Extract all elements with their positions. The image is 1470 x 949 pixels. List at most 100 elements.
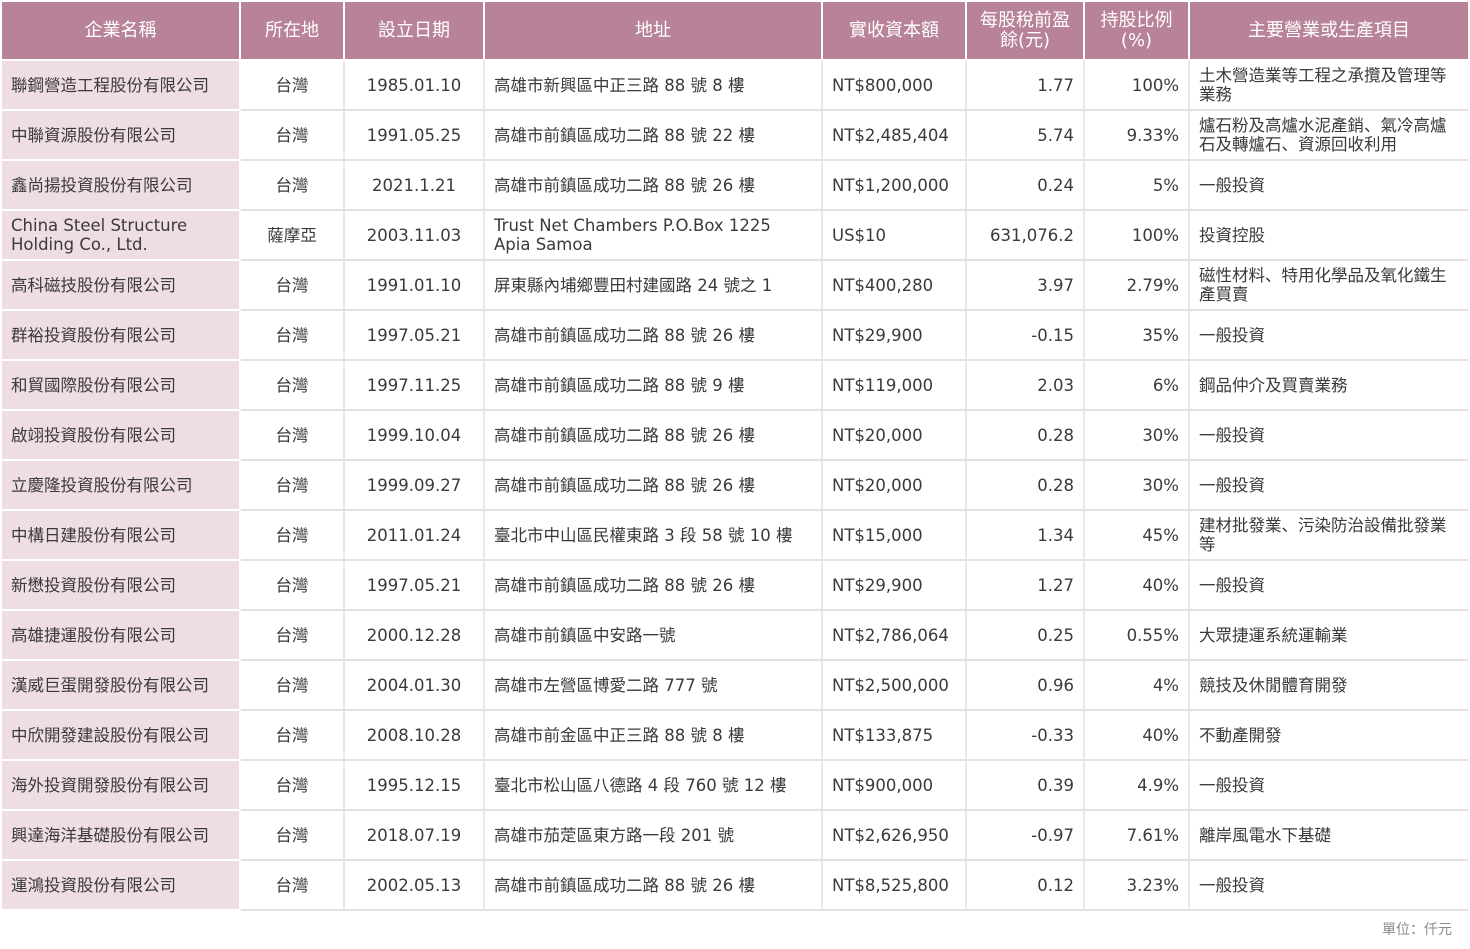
table-row: 立慶隆投資股份有限公司 台灣 1999.09.27 高雄市前鎮區成功二路 88 號 2…	[2, 460, 1468, 511]
business-cell: 爐石粉及高爐水泥產銷、氣冷高爐石及轉爐石、資源回收利用	[1189, 110, 1468, 161]
header-eps: 每股稅前盈餘(元)	[966, 2, 1085, 61]
established-date-cell: 1991.01.10	[344, 260, 485, 311]
eps-cell: 1.77	[966, 60, 1085, 111]
header-location: 所在地	[240, 2, 345, 61]
business-cell: 投資控股	[1189, 210, 1468, 261]
company-name-cell: 新懋投資股份有限公司	[2, 560, 241, 611]
paid-in-capital-cell: US$10	[822, 210, 967, 261]
header-share: 持股比例(%)	[1084, 2, 1190, 61]
established-date-cell: 2011.01.24	[344, 510, 485, 561]
company-name-cell: 運鴻投資股份有限公司	[2, 860, 241, 911]
table-row: 高雄捷運股份有限公司 台灣 2000.12.28 高雄市前鎮區中安路一號 NT$2,78…	[2, 610, 1468, 661]
paid-in-capital-cell: NT$2,485,404	[822, 110, 967, 161]
header-name: 企業名稱	[2, 2, 241, 61]
paid-in-capital-cell: NT$2,626,950	[822, 810, 967, 861]
shareholding-cell: 45%	[1084, 510, 1190, 561]
location-cell: 台灣	[240, 410, 345, 461]
location-cell: 台灣	[240, 710, 345, 761]
location-cell: 薩摩亞	[240, 210, 345, 261]
table-row: 高科磁技股份有限公司 台灣 1991.01.10 屏東縣內埔鄉豐田村建國路 24 號之…	[2, 260, 1468, 311]
table-row: 聯鋼營造工程股份有限公司 台灣 1985.01.10 高雄市新興區中正三路 88 號 …	[2, 60, 1468, 111]
paid-in-capital-cell: NT$1,200,000	[822, 160, 967, 211]
business-cell: 土木營造業等工程之承攬及管理等業務	[1189, 60, 1468, 111]
location-cell: 台灣	[240, 560, 345, 611]
location-cell: 台灣	[240, 510, 345, 561]
eps-cell: 0.28	[966, 410, 1085, 461]
business-cell: 建材批發業、污染防治設備批發業等	[1189, 510, 1468, 561]
company-name-cell: 中聯資源股份有限公司	[2, 110, 241, 161]
established-date-cell: 2000.12.28	[344, 610, 485, 661]
business-cell: 鋼品仲介及買賣業務	[1189, 360, 1468, 411]
address-cell: 高雄市前鎮區中安路一號	[484, 610, 823, 661]
established-date-cell: 2008.10.28	[344, 710, 485, 761]
shareholding-cell: 4%	[1084, 660, 1190, 711]
established-date-cell: 1995.12.15	[344, 760, 485, 811]
address-cell: 高雄市前金區中正三路 88 號 8 樓	[484, 710, 823, 761]
shareholding-cell: 40%	[1084, 560, 1190, 611]
shareholding-cell: 0.55%	[1084, 610, 1190, 661]
company-name-cell: 中構日建股份有限公司	[2, 510, 241, 561]
established-date-cell: 2003.11.03	[344, 210, 485, 261]
business-cell: 一般投資	[1189, 860, 1468, 911]
eps-cell: 0.28	[966, 460, 1085, 511]
shareholding-cell: 100%	[1084, 210, 1190, 261]
established-date-cell: 1997.05.21	[344, 310, 485, 361]
established-date-cell: 1991.05.25	[344, 110, 485, 161]
business-cell: 一般投資	[1189, 560, 1468, 611]
business-cell: 一般投資	[1189, 760, 1468, 811]
address-cell: 高雄市前鎮區成功二路 88 號 26 樓	[484, 460, 823, 511]
shareholding-cell: 30%	[1084, 460, 1190, 511]
address-cell: 臺北市中山區民權東路 3 段 58 號 10 樓	[484, 510, 823, 561]
paid-in-capital-cell: NT$8,525,800	[822, 860, 967, 911]
company-name-cell: 高雄捷運股份有限公司	[2, 610, 241, 661]
paid-in-capital-cell: NT$900,000	[822, 760, 967, 811]
location-cell: 台灣	[240, 310, 345, 361]
address-cell: 高雄市新興區中正三路 88 號 8 樓	[484, 60, 823, 111]
address-cell: 高雄市前鎮區成功二路 88 號 26 樓	[484, 160, 823, 211]
business-cell: 一般投資	[1189, 410, 1468, 461]
location-cell: 台灣	[240, 810, 345, 861]
table-row: 和貿國際股份有限公司 台灣 1997.11.25 高雄市前鎮區成功二路 88 號 9 …	[2, 360, 1468, 411]
company-name-cell: 高科磁技股份有限公司	[2, 260, 241, 311]
shareholding-cell: 6%	[1084, 360, 1190, 411]
location-cell: 台灣	[240, 660, 345, 711]
eps-cell: -0.97	[966, 810, 1085, 861]
company-name-cell: 啟翊投資股份有限公司	[2, 410, 241, 461]
eps-cell: 0.39	[966, 760, 1085, 811]
location-cell: 台灣	[240, 610, 345, 661]
eps-cell: 2.03	[966, 360, 1085, 411]
address-cell: Trust Net Chambers P.O.Box 1225 Apia Sam…	[484, 210, 823, 261]
company-name-cell: 中欣開發建設股份有限公司	[2, 710, 241, 761]
company-name-cell: 立慶隆投資股份有限公司	[2, 460, 241, 511]
business-cell: 大眾捷運系統運輸業	[1189, 610, 1468, 661]
table-row: 新懋投資股份有限公司 台灣 1997.05.21 高雄市前鎮區成功二路 88 號 26…	[2, 560, 1468, 611]
company-name-cell: 興達海洋基礎股份有限公司	[2, 810, 241, 861]
location-cell: 台灣	[240, 260, 345, 311]
shareholding-cell: 5%	[1084, 160, 1190, 211]
table-row: 鑫尚揚投資股份有限公司 台灣 2021.1.21 高雄市前鎮區成功二路 88 號 26…	[2, 160, 1468, 211]
table-row: China Steel Structure Holding Co., Ltd. 薩…	[2, 210, 1468, 261]
established-date-cell: 1985.01.10	[344, 60, 485, 111]
paid-in-capital-cell: NT$20,000	[822, 410, 967, 461]
address-cell: 高雄市前鎮區成功二路 88 號 26 樓	[484, 560, 823, 611]
shareholding-cell: 3.23%	[1084, 860, 1190, 911]
business-cell: 不動產開發	[1189, 710, 1468, 761]
table-row: 興達海洋基礎股份有限公司 台灣 2018.07.19 高雄市茄萣區東方路一段 201 …	[2, 810, 1468, 861]
address-cell: 高雄市前鎮區成功二路 88 號 26 樓	[484, 310, 823, 361]
paid-in-capital-cell: NT$2,786,064	[822, 610, 967, 661]
header-row: 企業名稱 所在地 設立日期 地址 實收資本額 每股稅前盈餘(元) 持股比例(%)…	[2, 2, 1468, 61]
table-body: 聯鋼營造工程股份有限公司 台灣 1985.01.10 高雄市新興區中正三路 88 號 …	[2, 60, 1468, 911]
investee-table: 企業名稱 所在地 設立日期 地址 實收資本額 每股稅前盈餘(元) 持股比例(%)…	[2, 2, 1468, 911]
table-row: 海外投資開發股份有限公司 台灣 1995.12.15 臺北市松山區八德路 4 段 76…	[2, 760, 1468, 811]
table-row: 運鴻投資股份有限公司 台灣 2002.05.13 高雄市前鎮區成功二路 88 號 26…	[2, 860, 1468, 911]
eps-cell: 3.97	[966, 260, 1085, 311]
eps-cell: 0.96	[966, 660, 1085, 711]
shareholding-cell: 2.79%	[1084, 260, 1190, 311]
shareholding-cell: 40%	[1084, 710, 1190, 761]
location-cell: 台灣	[240, 860, 345, 911]
established-date-cell: 1997.11.25	[344, 360, 485, 411]
header-address: 地址	[484, 2, 823, 61]
address-cell: 屏東縣內埔鄉豐田村建國路 24 號之 1	[484, 260, 823, 311]
eps-cell: 0.12	[966, 860, 1085, 911]
eps-cell: 5.74	[966, 110, 1085, 161]
